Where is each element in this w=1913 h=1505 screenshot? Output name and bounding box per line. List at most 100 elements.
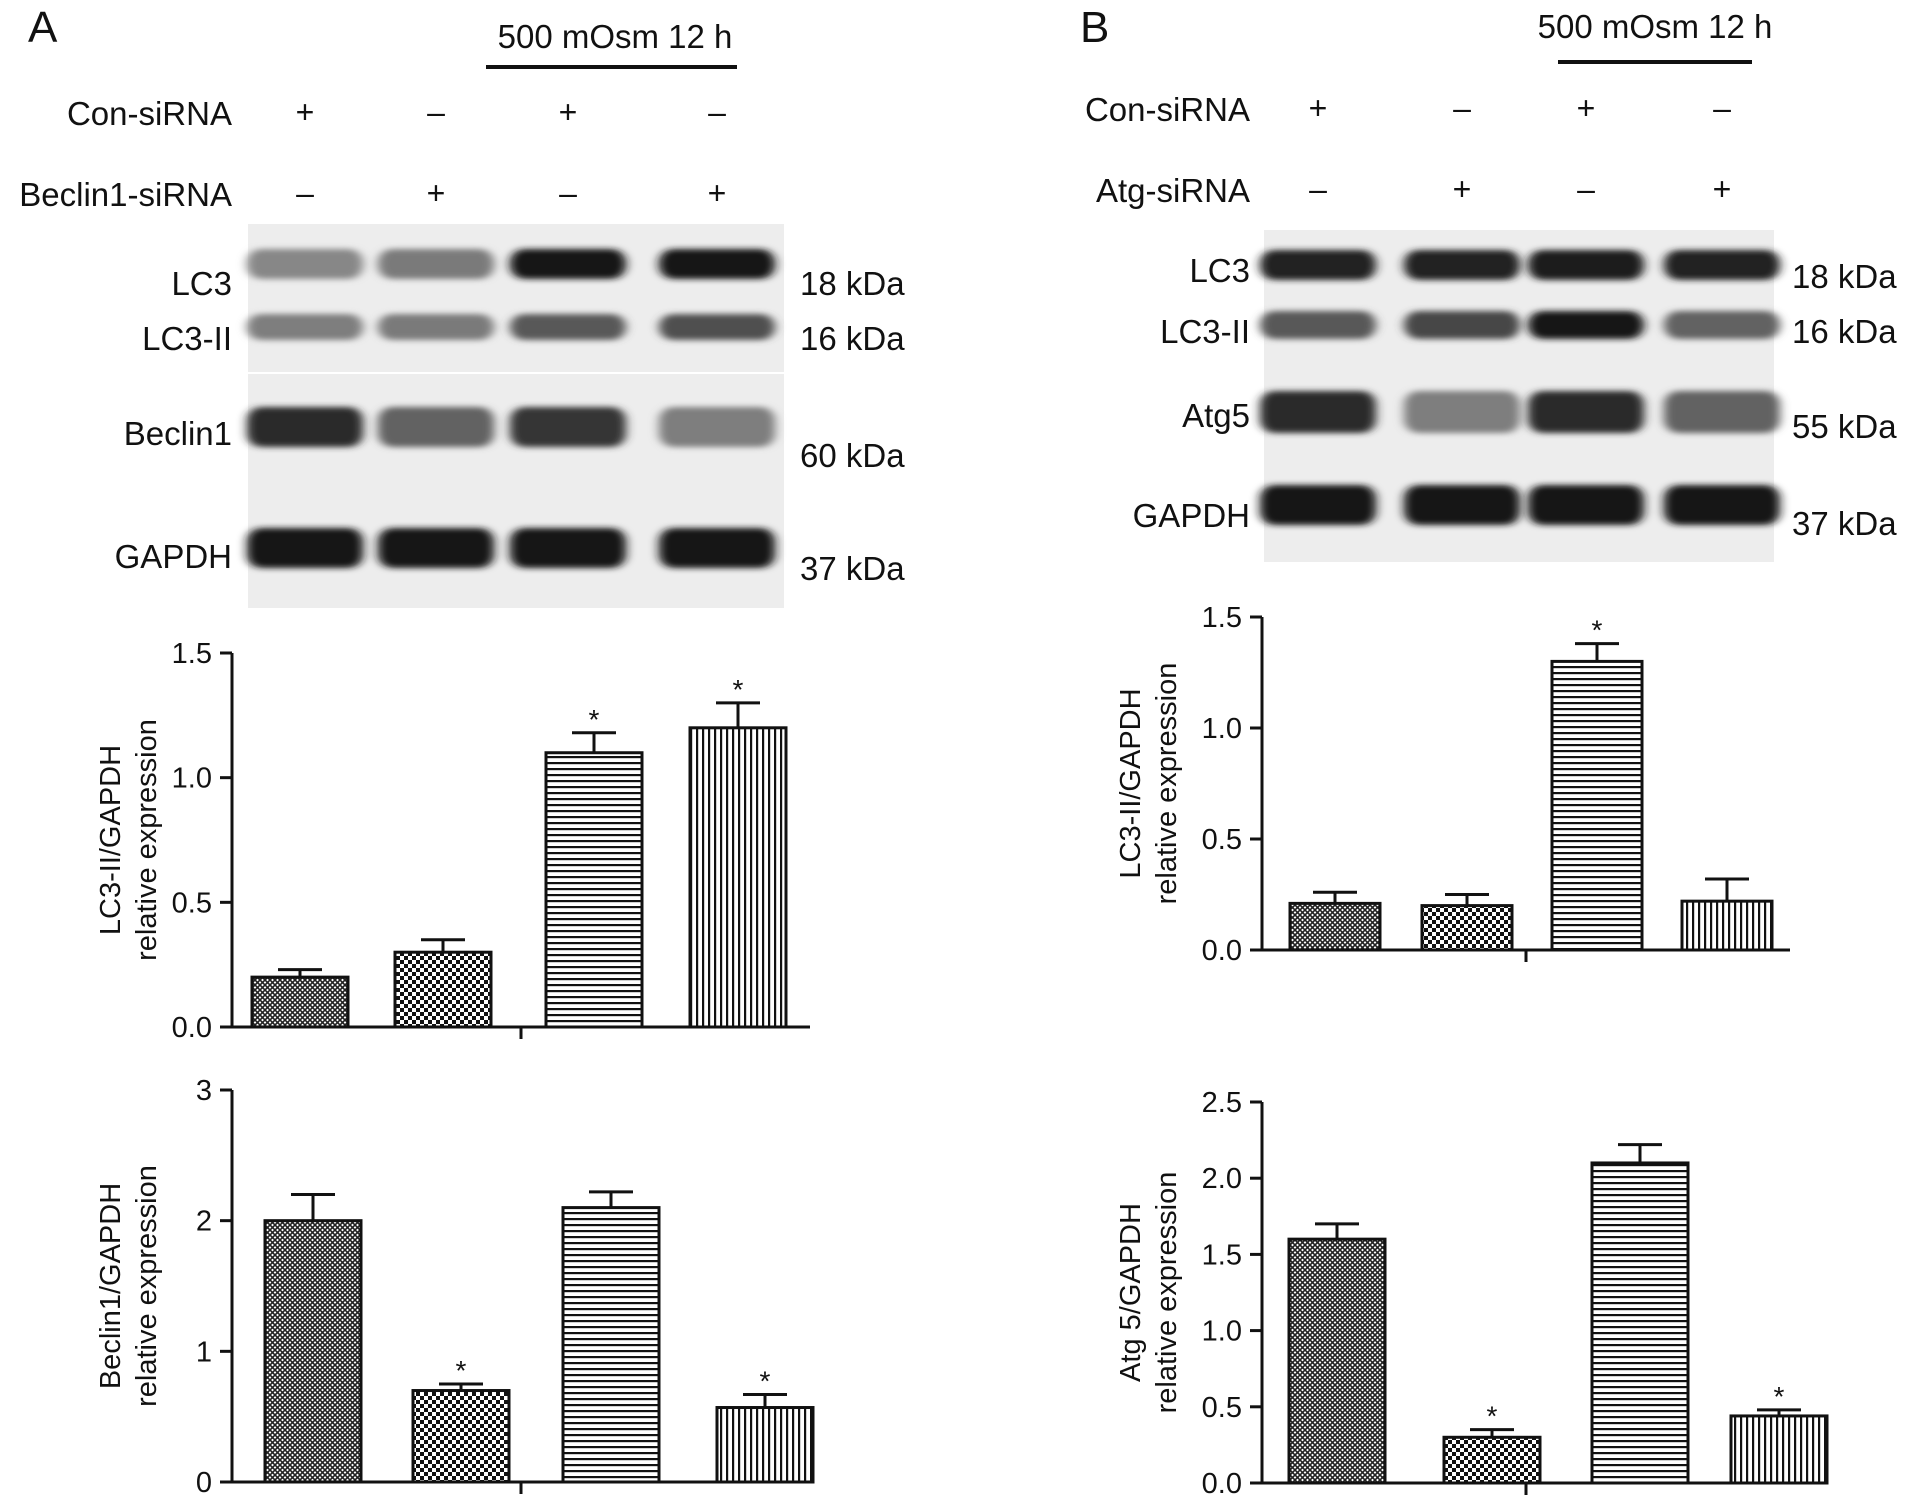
y-axis-title: relative expression bbox=[131, 719, 163, 961]
significance-marker: * bbox=[760, 1365, 771, 1396]
significance-marker: * bbox=[456, 1355, 467, 1386]
blot-band bbox=[1260, 311, 1376, 339]
condition-label: Con-siRNA bbox=[1085, 91, 1250, 128]
blot-label: LC3 bbox=[171, 265, 232, 302]
blot-band bbox=[659, 249, 775, 279]
blot-band bbox=[1260, 250, 1376, 280]
y-tick-label: 0 bbox=[196, 1467, 212, 1499]
blot-label: LC3-II bbox=[1160, 313, 1250, 350]
lane-sign: + bbox=[1713, 171, 1732, 207]
significance-marker: * bbox=[1487, 1401, 1498, 1432]
condition-label: Beclin1-siRNA bbox=[19, 176, 232, 213]
blot-band bbox=[659, 528, 775, 568]
western-blot-layer bbox=[247, 224, 1780, 608]
lane-sign: + bbox=[296, 94, 315, 130]
blot-band bbox=[247, 407, 363, 447]
panel-letter-B: B bbox=[1080, 3, 1109, 52]
lane-sign: – bbox=[1309, 171, 1327, 207]
blot-band bbox=[1664, 391, 1780, 433]
blot-band bbox=[1260, 391, 1376, 433]
lane-sign: – bbox=[427, 94, 445, 130]
lane-sign: + bbox=[708, 175, 727, 211]
y-axis-title: LC3-II/GAPDH bbox=[95, 745, 127, 935]
lane-sign: + bbox=[1577, 90, 1596, 126]
kda-label: 16 kDa bbox=[800, 320, 905, 357]
y-tick-label: 1 bbox=[196, 1336, 212, 1368]
significance-marker: * bbox=[733, 674, 744, 705]
significance-marker: * bbox=[1774, 1381, 1785, 1412]
bar-chart: 0 1 2 3 Beclin1/GAPDH relative expression * * bbox=[95, 1075, 815, 1499]
y-axis-title: LC3-II/GAPDH bbox=[1115, 688, 1147, 878]
lane-sign: – bbox=[708, 94, 726, 130]
bar bbox=[263, 1219, 363, 1484]
lane-sign: – bbox=[1713, 90, 1731, 126]
bar bbox=[1287, 1237, 1387, 1485]
lane-sign: + bbox=[427, 175, 446, 211]
significance-marker: * bbox=[1592, 615, 1603, 646]
y-axis-title: relative expression bbox=[1151, 1172, 1183, 1414]
y-tick-label: 1.0 bbox=[1202, 1316, 1242, 1348]
kda-label: 16 kDa bbox=[1792, 313, 1897, 350]
y-tick-label: 0.0 bbox=[172, 1012, 212, 1044]
treatment-label: 500 mOsm 12 h bbox=[1538, 8, 1773, 45]
y-tick-label: 1.0 bbox=[172, 763, 212, 795]
lane-sign: + bbox=[1453, 171, 1472, 207]
bar bbox=[715, 1406, 815, 1484]
y-axis-title: relative expression bbox=[131, 1165, 163, 1407]
y-tick-label: 0.5 bbox=[1202, 1392, 1242, 1424]
blot-band bbox=[1664, 250, 1780, 280]
lane-sign: – bbox=[559, 175, 577, 211]
blot-band bbox=[510, 528, 626, 568]
bar bbox=[411, 1389, 511, 1484]
blot-band bbox=[1260, 485, 1376, 525]
blot-band bbox=[1664, 485, 1780, 525]
blot-label: GAPDH bbox=[1133, 497, 1250, 534]
lane-sign: + bbox=[559, 94, 578, 130]
blot-band bbox=[247, 528, 363, 568]
y-tick-label: 0.5 bbox=[1202, 824, 1242, 856]
y-tick-label: 1.5 bbox=[172, 638, 212, 670]
y-tick-label: 2.5 bbox=[1202, 1087, 1242, 1119]
blot-band bbox=[1404, 311, 1520, 339]
bar bbox=[1590, 1161, 1690, 1485]
blot-band bbox=[659, 407, 775, 447]
blot-band bbox=[247, 314, 363, 340]
bar bbox=[1420, 904, 1514, 952]
bar bbox=[544, 751, 644, 1029]
bar-chart: 0.0 0.5 1.0 1.5 2.0 2.5 Atg 5/GAPDH relative ex… bbox=[1115, 1087, 1829, 1500]
y-tick-label: 0.5 bbox=[172, 887, 212, 919]
bar bbox=[561, 1206, 661, 1484]
blot-band bbox=[247, 249, 363, 279]
lane-sign: – bbox=[1453, 90, 1471, 126]
bar bbox=[1288, 901, 1382, 952]
y-tick-label: 2 bbox=[196, 1206, 212, 1238]
y-axis-title: relative expression bbox=[1151, 663, 1183, 905]
panel-letter-A: A bbox=[28, 3, 58, 52]
blot-band bbox=[510, 249, 626, 279]
significance-marker: * bbox=[589, 704, 600, 735]
y-tick-label: 3 bbox=[196, 1075, 212, 1107]
condition-label: Atg-siRNA bbox=[1096, 172, 1250, 209]
y-tick-label: 2.0 bbox=[1202, 1163, 1242, 1195]
lane-sign: + bbox=[1309, 90, 1328, 126]
lane-sign: – bbox=[1577, 171, 1595, 207]
bar bbox=[1442, 1435, 1542, 1485]
bar bbox=[1680, 899, 1774, 952]
blot-label: Atg5 bbox=[1182, 397, 1250, 434]
blot-label: LC3 bbox=[1189, 252, 1250, 289]
blot-band bbox=[1528, 311, 1644, 339]
blot-label: Beclin1 bbox=[124, 415, 232, 452]
blot-band bbox=[1664, 311, 1780, 339]
blot-label: GAPDH bbox=[115, 538, 232, 575]
blot-band bbox=[378, 407, 494, 447]
y-tick-label: 0.0 bbox=[1202, 935, 1242, 967]
y-tick-label: 1.5 bbox=[1202, 602, 1242, 634]
blot-band bbox=[510, 407, 626, 447]
kda-label: 60 kDa bbox=[800, 437, 905, 474]
condition-label: Con-siRNA bbox=[67, 95, 232, 132]
y-tick-label: 1.0 bbox=[1202, 713, 1242, 745]
y-tick-label: 0.0 bbox=[1202, 1468, 1242, 1500]
blot-band bbox=[378, 528, 494, 568]
bar-chart: 0.0 0.5 1.0 1.5 LC3-II/GAPDH relative express… bbox=[1115, 602, 1790, 967]
